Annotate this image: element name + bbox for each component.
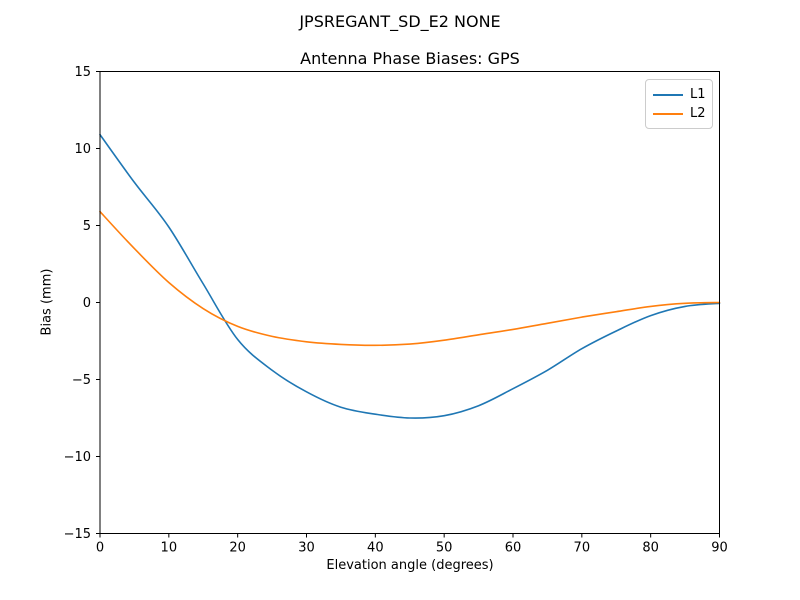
x-tick-label: 80 xyxy=(642,541,659,556)
chart-title: JPSREGANT_SD_E2 NONE xyxy=(299,12,501,31)
line-series-l1 xyxy=(99,133,721,419)
y-tick-label: −10 xyxy=(64,450,91,465)
y-tick-label: 0 xyxy=(83,296,91,311)
x-tick-label: 30 xyxy=(298,541,315,556)
x-tick-label: 50 xyxy=(436,541,453,556)
y-tick-label: −15 xyxy=(64,527,91,542)
legend: L1 L2 xyxy=(645,79,713,129)
y-tick-label: 10 xyxy=(74,142,91,157)
axes-frame xyxy=(99,71,720,534)
legend-label-l2: L2 xyxy=(690,106,706,121)
x-tick-label: 0 xyxy=(96,541,104,556)
legend-swatch-l1 xyxy=(653,93,683,96)
x-tick-label: 70 xyxy=(574,541,591,556)
y-tick-label: 15 xyxy=(74,65,91,80)
x-tick-label: 60 xyxy=(505,541,522,556)
y-tick-label: 5 xyxy=(83,219,91,234)
legend-swatch-l2 xyxy=(653,112,683,115)
x-tick-label: 40 xyxy=(367,541,384,556)
legend-label-l1: L1 xyxy=(690,87,706,102)
x-tick-label: 20 xyxy=(229,541,246,556)
y-tick-label: −5 xyxy=(72,373,91,388)
x-tick-label: 10 xyxy=(161,541,178,556)
legend-item-l2: L2 xyxy=(653,104,706,123)
y-axis-label: Bias (mm) xyxy=(39,268,55,336)
line-series-l2 xyxy=(99,210,721,347)
legend-item-l1: L1 xyxy=(653,85,706,104)
chart-subtitle: Antenna Phase Biases: GPS xyxy=(300,49,520,68)
x-tick-label: 90 xyxy=(711,541,728,556)
x-axis-label: Elevation angle (degrees) xyxy=(326,558,494,573)
